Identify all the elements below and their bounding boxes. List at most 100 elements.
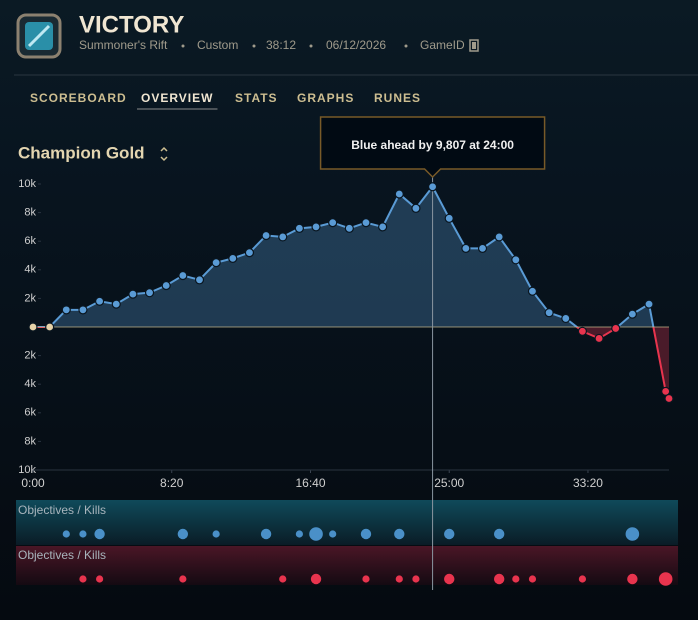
y-tick-label: 4k <box>24 264 36 276</box>
data-point[interactable] <box>561 313 571 324</box>
data-point[interactable] <box>244 248 255 258</box>
metric-dropdown[interactable] <box>160 146 168 162</box>
data-point[interactable] <box>194 275 205 285</box>
data-point[interactable] <box>161 280 171 291</box>
y-tick-label: 2k <box>24 292 36 304</box>
y-tick-label: 6k <box>24 407 36 419</box>
event-dot[interactable] <box>362 575 370 583</box>
event-dot[interactable] <box>295 530 303 538</box>
event-dot[interactable] <box>512 575 520 583</box>
event-dot[interactable] <box>360 528 372 540</box>
event-dot[interactable] <box>493 573 505 585</box>
blue-event-band <box>16 500 678 545</box>
event-dot[interactable] <box>309 527 323 541</box>
event-dot[interactable] <box>395 575 403 583</box>
event-dot[interactable] <box>329 530 337 538</box>
event-dot[interactable] <box>578 575 587 583</box>
event-dot[interactable] <box>260 528 272 540</box>
event-dot[interactable] <box>279 575 287 583</box>
data-point[interactable] <box>344 223 354 233</box>
event-dot[interactable] <box>94 528 105 540</box>
event-dot[interactable] <box>444 528 455 540</box>
event-dot[interactable] <box>62 530 70 538</box>
data-point[interactable] <box>394 189 404 199</box>
data-point[interactable] <box>45 322 55 332</box>
x-tick-label: 8:20 <box>160 476 184 490</box>
copy-icon[interactable] <box>469 39 479 52</box>
data-point[interactable] <box>328 218 338 228</box>
event-dot[interactable] <box>412 575 420 583</box>
event-row-label: Objectives / Kills <box>18 503 106 517</box>
data-point[interactable] <box>577 326 588 336</box>
data-point[interactable] <box>111 299 121 309</box>
data-point[interactable] <box>527 286 538 296</box>
data-point[interactable] <box>294 223 304 233</box>
x-tick-label: 0:00 <box>21 476 45 490</box>
data-point[interactable] <box>378 222 388 232</box>
data-point[interactable] <box>611 323 621 334</box>
tab-bar: SCOREBOARD OVERVIEW STATS GRAPHS RUNES <box>30 91 421 110</box>
data-point[interactable] <box>128 289 138 299</box>
y-tick-label: 10k <box>18 178 36 190</box>
map-name: Summoner's Rift <box>79 38 168 52</box>
event-dot[interactable] <box>212 530 220 538</box>
event-dot[interactable] <box>444 573 455 585</box>
separator <box>252 44 256 48</box>
tab[interactable]: SCOREBOARD <box>30 91 127 105</box>
separator <box>309 44 313 48</box>
tab[interactable]: GRAPHS <box>297 91 354 105</box>
data-point[interactable] <box>78 305 88 315</box>
data-point[interactable] <box>361 218 371 228</box>
logo <box>16 13 62 59</box>
data-point[interactable] <box>144 288 155 298</box>
data-point[interactable] <box>594 333 604 344</box>
event-dot[interactable] <box>95 575 104 583</box>
separator <box>404 44 408 48</box>
event-dot[interactable] <box>658 572 673 586</box>
event-dot[interactable] <box>79 530 87 538</box>
data-point[interactable] <box>178 270 188 281</box>
data-point[interactable] <box>427 182 438 192</box>
red-event-band <box>16 546 678 585</box>
y-tick-label: 8k <box>24 435 36 447</box>
data-point[interactable] <box>494 232 504 242</box>
event-dot[interactable] <box>493 528 505 540</box>
y-tick-label: 8k <box>24 207 36 219</box>
data-point[interactable] <box>278 232 288 242</box>
data-point[interactable] <box>644 299 654 309</box>
event-dot[interactable] <box>310 573 322 585</box>
event-dot[interactable] <box>179 575 187 583</box>
data-point[interactable] <box>664 393 674 404</box>
x-tick-label: 16:40 <box>295 476 325 490</box>
tab[interactable]: RUNES <box>374 91 421 105</box>
x-tick-label: 25:00 <box>434 476 464 490</box>
event-dot[interactable] <box>625 527 640 541</box>
tab[interactable]: OVERVIEW <box>141 91 213 105</box>
event-dot[interactable] <box>627 573 638 585</box>
data-point[interactable] <box>228 253 238 263</box>
event-dot[interactable] <box>528 575 537 583</box>
event-dot[interactable] <box>177 528 189 540</box>
event-dot[interactable] <box>79 575 87 583</box>
data-point[interactable] <box>461 243 471 253</box>
game-duration: 38:12 <box>266 38 296 52</box>
event-dot[interactable] <box>394 528 405 540</box>
data-point[interactable] <box>511 255 521 265</box>
data-point[interactable] <box>544 308 554 318</box>
data-point[interactable] <box>211 258 221 268</box>
data-point[interactable] <box>411 203 421 213</box>
data-point[interactable] <box>28 322 38 332</box>
gold-line <box>33 184 655 327</box>
tab[interactable]: STATS <box>235 91 278 105</box>
tooltip-box <box>319 116 546 179</box>
data-point[interactable] <box>477 243 488 253</box>
data-point[interactable] <box>444 213 454 223</box>
event-row-label: Objectives / Kills <box>18 548 106 562</box>
data-point[interactable] <box>311 222 321 232</box>
data-point[interactable] <box>261 230 271 241</box>
y-tick-label: 10k <box>18 464 36 476</box>
data-point[interactable] <box>61 305 71 315</box>
data-point[interactable] <box>94 296 105 306</box>
data-point[interactable] <box>627 309 637 319</box>
